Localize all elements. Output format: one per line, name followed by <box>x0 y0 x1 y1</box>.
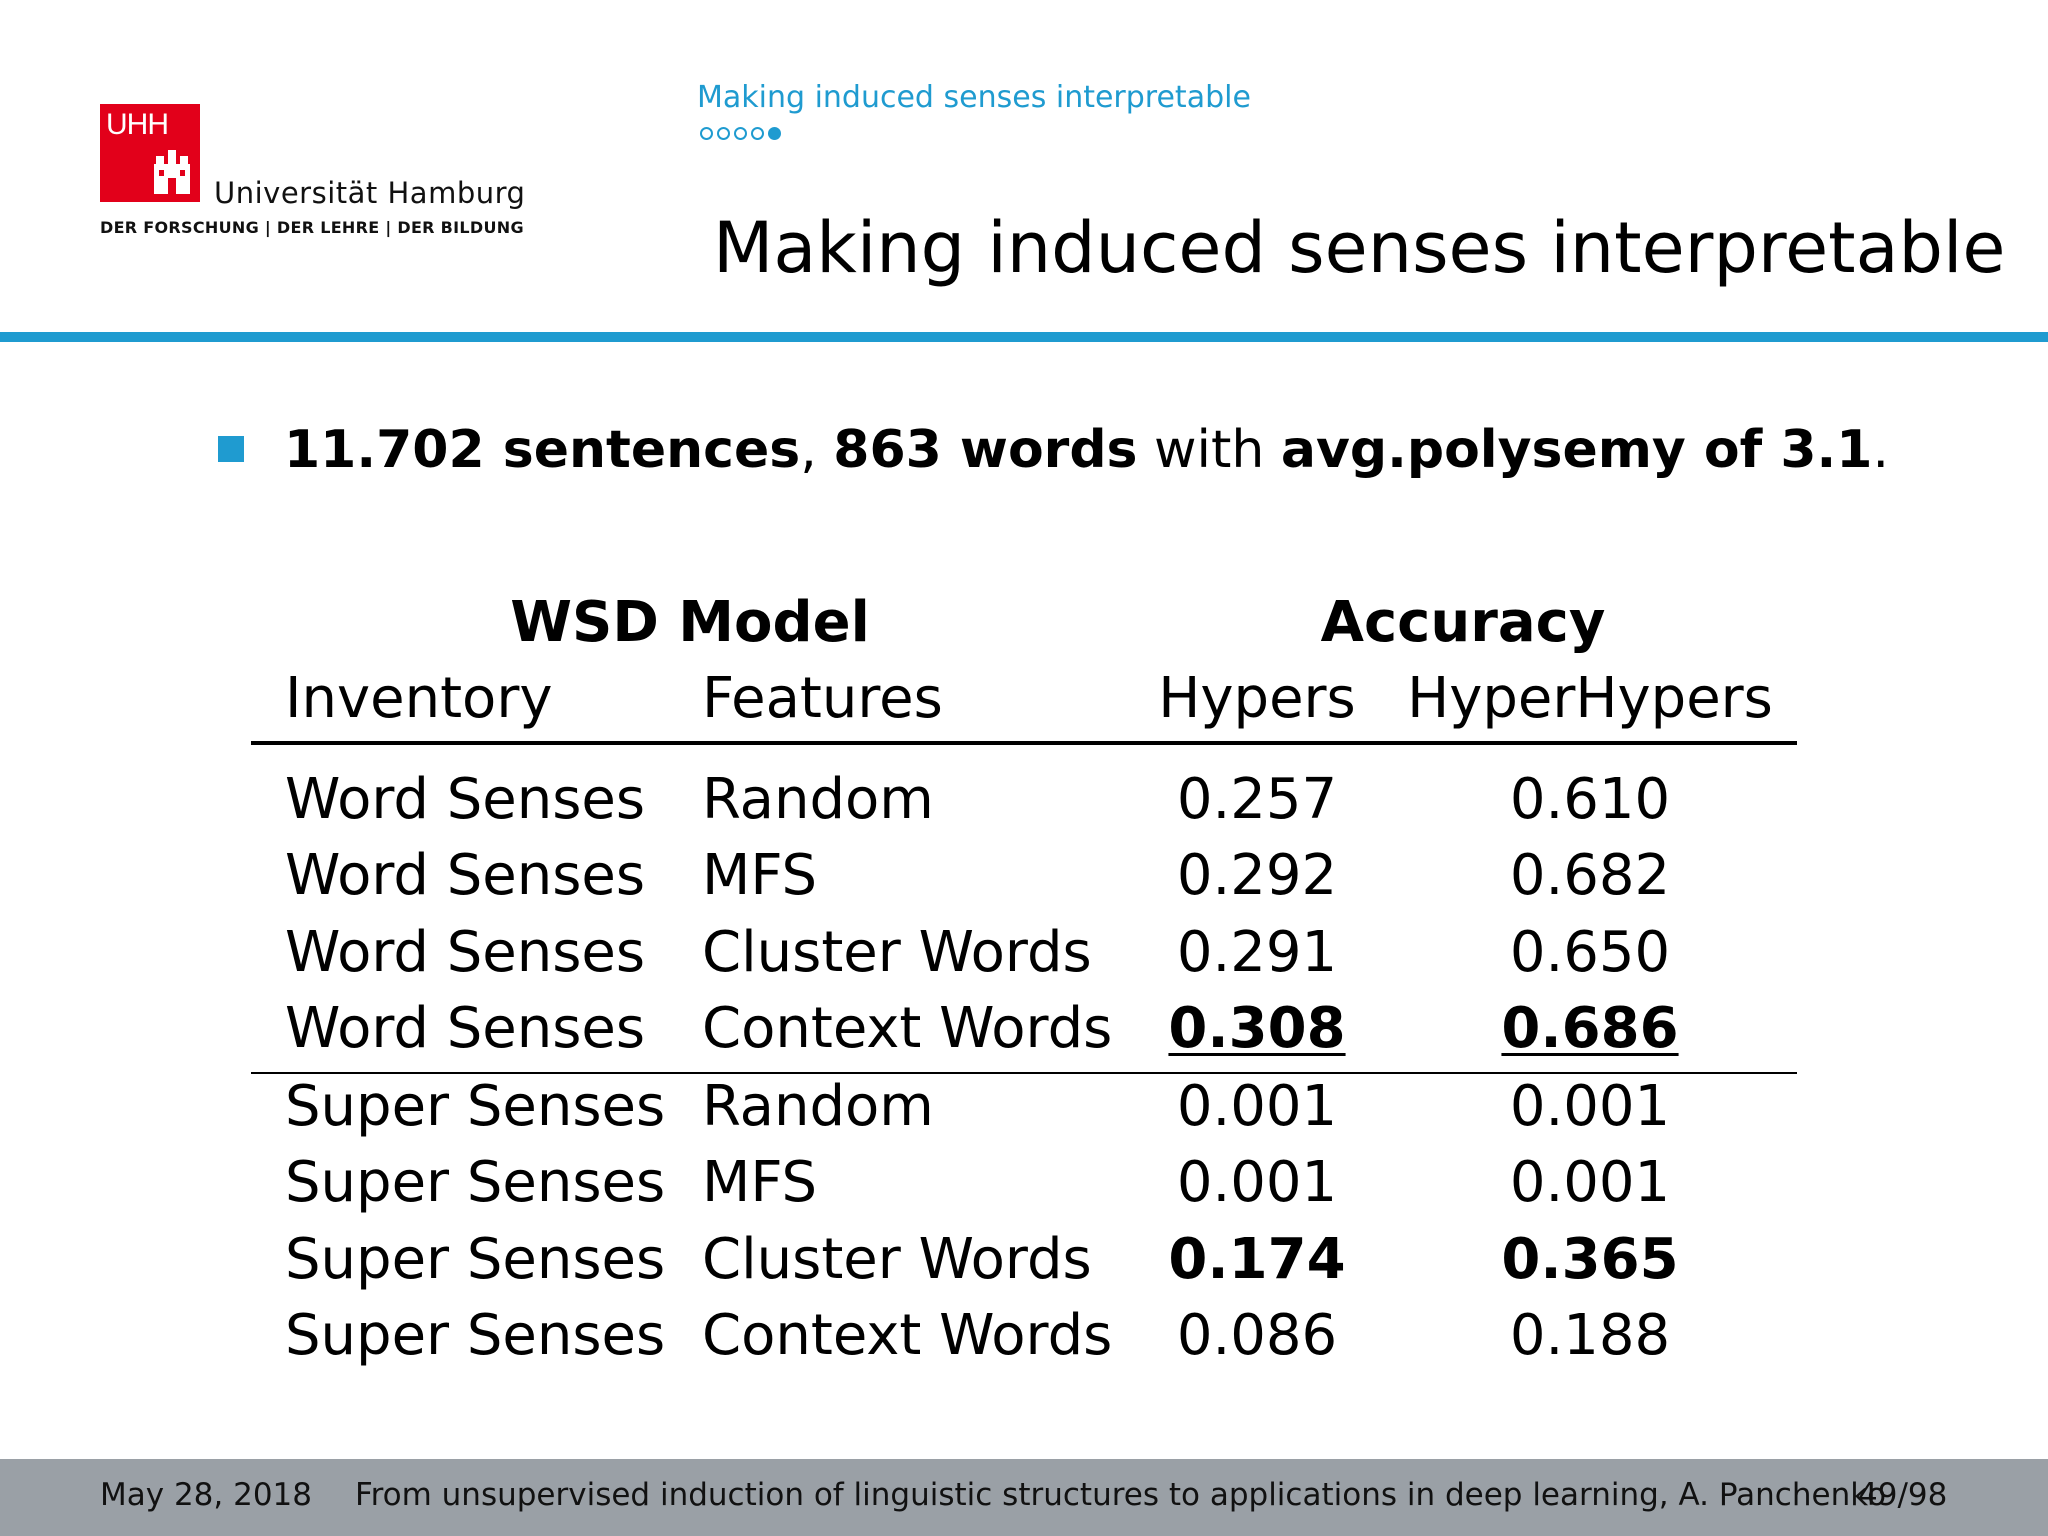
footer-date: May 28, 2018 <box>100 1477 312 1513</box>
logo-red-box: UHH <box>100 104 200 202</box>
cell-features: Context Words <box>702 1303 1113 1368</box>
cell-inventory: Super Senses <box>285 1074 666 1139</box>
cell-inventory: Word Senses <box>285 767 646 832</box>
cell-hypers: 0.308 <box>1168 996 1346 1061</box>
footer-talk-title: From unsupervised induction of linguisti… <box>355 1477 1887 1513</box>
cell-hyperhypers: 0.001 <box>1509 1150 1671 1215</box>
castle-icon <box>154 150 190 194</box>
cell-features: Random <box>702 1074 934 1139</box>
cell-hypers: 0.257 <box>1176 767 1338 832</box>
slide-title: Making induced senses interpretable <box>713 206 2006 289</box>
col-inventory: Inventory <box>285 666 553 731</box>
cell-hyperhypers: 0.682 <box>1509 843 1671 908</box>
cell-inventory: Word Senses <box>285 843 646 908</box>
cell-features: Random <box>702 767 934 832</box>
cell-inventory: Super Senses <box>285 1227 666 1292</box>
cell-hypers: 0.001 <box>1176 1150 1338 1215</box>
cell-hypers: 0.291 <box>1176 920 1338 985</box>
progress-dot[interactable] <box>751 127 764 140</box>
cell-inventory: Word Senses <box>285 996 646 1061</box>
bullet-square-icon <box>218 436 244 462</box>
header-accuracy: Accuracy <box>1320 590 1606 655</box>
cell-inventory: Super Senses <box>285 1150 666 1215</box>
footer-bar: May 28, 2018 From unsupervised induction… <box>0 1459 2048 1536</box>
progress-dot[interactable] <box>700 127 713 140</box>
progress-dot[interactable] <box>717 127 730 140</box>
footer-page-number: 49/98 <box>1858 1477 1948 1513</box>
cell-features: Cluster Words <box>702 920 1092 985</box>
slide-progress-dots <box>700 127 781 140</box>
cell-features: MFS <box>702 1150 818 1215</box>
cell-features: Cluster Words <box>702 1227 1092 1292</box>
bullet-text: 11.702 sentences, 863 words with avg.pol… <box>284 420 1890 480</box>
logo-name: Universität Hamburg <box>214 176 526 210</box>
col-features: Features <box>702 666 943 731</box>
cell-hypers: 0.001 <box>1176 1074 1338 1139</box>
col-hyperhypers: HyperHypers <box>1407 666 1773 731</box>
cell-hyperhypers: 0.001 <box>1509 1074 1671 1139</box>
cell-features: Context Words <box>702 996 1113 1061</box>
progress-dot[interactable] <box>768 127 781 140</box>
logo-letters: UHH <box>106 108 169 141</box>
cell-features: MFS <box>702 843 818 908</box>
header-divider <box>0 332 2048 342</box>
cell-inventory: Super Senses <box>285 1303 666 1368</box>
cell-hyperhypers: 0.365 <box>1501 1227 1679 1292</box>
cell-hyperhypers: 0.610 <box>1509 767 1671 832</box>
cell-hypers: 0.292 <box>1176 843 1338 908</box>
cell-hypers: 0.174 <box>1168 1227 1346 1292</box>
university-logo: UHH Universität Hamburg DER FORSCHUNG | … <box>100 104 525 244</box>
col-hypers: Hypers <box>1158 666 1356 731</box>
logo-tagline: DER FORSCHUNG | DER LEHRE | DER BILDUNG <box>100 218 524 237</box>
cell-hyperhypers: 0.686 <box>1501 996 1679 1061</box>
cell-hypers: 0.086 <box>1176 1303 1338 1368</box>
cell-hyperhypers: 0.188 <box>1509 1303 1671 1368</box>
header-rule <box>251 741 1797 745</box>
section-label: Making induced senses interpretable <box>697 80 1251 115</box>
cell-inventory: Word Senses <box>285 920 646 985</box>
bullet-point: 11.702 sentences, 863 words with avg.pol… <box>218 420 1890 480</box>
progress-dot[interactable] <box>734 127 747 140</box>
header-wsd-model: WSD Model <box>510 590 870 655</box>
cell-hyperhypers: 0.650 <box>1509 920 1671 985</box>
group-separator <box>251 1072 1797 1074</box>
